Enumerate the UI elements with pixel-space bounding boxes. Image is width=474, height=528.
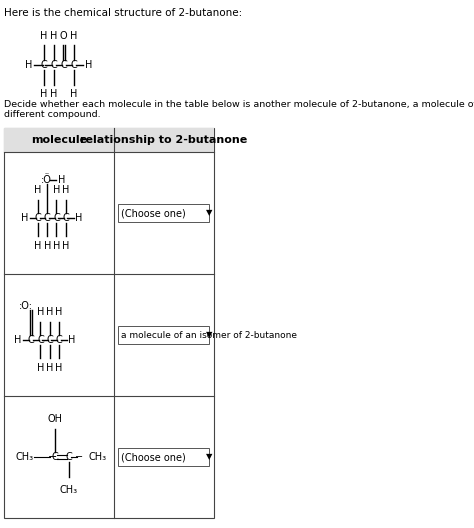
Text: H: H bbox=[21, 213, 28, 223]
Text: C: C bbox=[28, 335, 35, 345]
Text: C: C bbox=[55, 335, 62, 345]
Text: H: H bbox=[50, 89, 57, 99]
Bar bbox=[4, 128, 214, 518]
Text: CH₃: CH₃ bbox=[89, 452, 107, 462]
Text: H: H bbox=[46, 307, 53, 317]
Text: molecule: molecule bbox=[31, 135, 87, 145]
Text: H: H bbox=[40, 89, 47, 99]
Text: H: H bbox=[36, 307, 44, 317]
Text: H: H bbox=[36, 363, 44, 373]
Text: C: C bbox=[37, 335, 44, 345]
Text: H: H bbox=[85, 60, 93, 70]
Text: H: H bbox=[14, 335, 22, 345]
Text: H: H bbox=[68, 335, 76, 345]
Text: Here is the chemical structure of 2-butanone:: Here is the chemical structure of 2-buta… bbox=[4, 8, 242, 18]
Text: (Choose one): (Choose one) bbox=[121, 452, 185, 462]
Text: :O:: :O: bbox=[18, 301, 33, 311]
Text: C: C bbox=[50, 60, 57, 70]
Bar bbox=[4, 128, 214, 152]
Text: −: − bbox=[75, 452, 83, 462]
Text: C: C bbox=[46, 335, 53, 345]
Text: H: H bbox=[75, 213, 82, 223]
Text: ▼: ▼ bbox=[206, 209, 212, 218]
Text: H: H bbox=[55, 363, 63, 373]
Text: C: C bbox=[35, 213, 41, 223]
Text: H: H bbox=[46, 363, 53, 373]
Text: C: C bbox=[40, 60, 47, 70]
Text: H: H bbox=[58, 175, 65, 185]
Text: H: H bbox=[62, 185, 69, 195]
Text: ▼: ▼ bbox=[206, 331, 212, 340]
Text: Decide whether each molecule in the table below is another molecule of 2-butanon: Decide whether each molecule in the tabl… bbox=[4, 100, 474, 119]
Text: CH₃: CH₃ bbox=[15, 452, 34, 462]
Text: C: C bbox=[65, 452, 72, 462]
Text: C: C bbox=[62, 213, 69, 223]
Bar bbox=[118, 448, 209, 466]
Text: H: H bbox=[55, 307, 63, 317]
Text: :Ö: :Ö bbox=[40, 175, 51, 185]
Text: relationship to 2-butanone: relationship to 2-butanone bbox=[80, 135, 247, 145]
Bar bbox=[118, 204, 209, 222]
Text: −: − bbox=[47, 452, 57, 462]
Text: (Choose one): (Choose one) bbox=[121, 208, 185, 218]
Text: H: H bbox=[53, 185, 60, 195]
Text: H: H bbox=[62, 241, 69, 251]
Text: H: H bbox=[44, 241, 51, 251]
Text: ▼: ▼ bbox=[206, 452, 212, 461]
Text: C: C bbox=[60, 60, 67, 70]
Text: C: C bbox=[44, 213, 51, 223]
Text: O: O bbox=[60, 31, 68, 41]
Text: H: H bbox=[35, 185, 42, 195]
Text: C: C bbox=[53, 213, 60, 223]
Text: H: H bbox=[70, 89, 78, 99]
Text: C: C bbox=[52, 452, 58, 462]
Text: H: H bbox=[35, 241, 42, 251]
Text: OH: OH bbox=[47, 414, 63, 424]
Text: CH₃: CH₃ bbox=[60, 485, 78, 495]
Text: a molecule of an isomer of 2-butanone: a molecule of an isomer of 2-butanone bbox=[121, 331, 297, 340]
Text: H: H bbox=[53, 241, 60, 251]
Text: H: H bbox=[40, 31, 47, 41]
Text: H: H bbox=[70, 31, 78, 41]
Text: C: C bbox=[71, 60, 77, 70]
Bar bbox=[118, 326, 209, 344]
Text: H: H bbox=[50, 31, 57, 41]
Text: H: H bbox=[25, 60, 32, 70]
